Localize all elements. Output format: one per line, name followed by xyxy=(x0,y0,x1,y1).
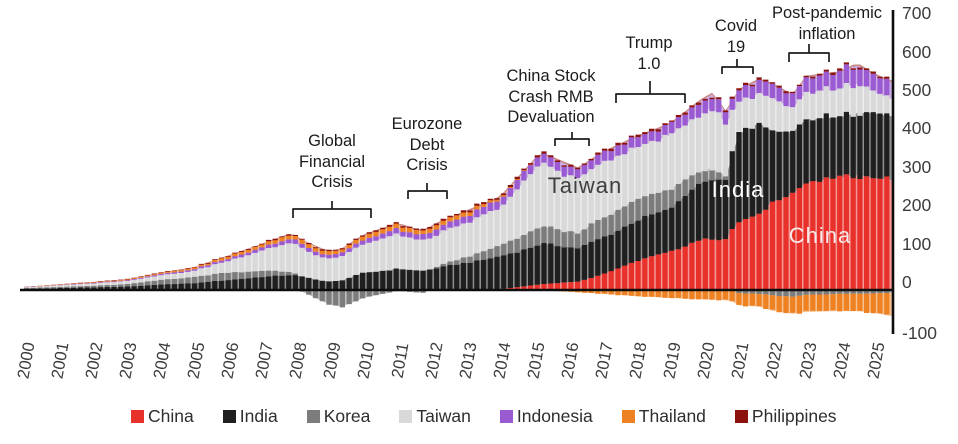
y-tick-300: 300 xyxy=(902,156,932,177)
legend-label-philippines: Philippines xyxy=(751,406,837,426)
annotation-global-financial-crisis: Global Financial Crisis xyxy=(298,132,366,191)
legend-item-china: China xyxy=(131,406,194,427)
bars-china xyxy=(440,174,890,290)
bars-taiwan xyxy=(24,83,890,288)
region-label-india: India xyxy=(711,177,765,202)
legend-swatch-china xyxy=(131,410,144,423)
region-label-taiwan: Taiwan xyxy=(547,173,623,198)
annotation-covid-19: Covid 19 xyxy=(714,17,758,56)
annotation-trump-1-0: Trump 1.0 xyxy=(625,34,673,73)
legend-item-india: India xyxy=(222,406,278,427)
legend-item-taiwan: Taiwan xyxy=(399,406,471,427)
legend-item-indonesia: Indonesia xyxy=(499,406,593,427)
legend-label-thailand: Thailand xyxy=(638,406,706,426)
legend-label-indonesia: Indonesia xyxy=(516,406,593,426)
y-tick-700: 700 xyxy=(902,3,932,24)
bracket-eurozone-debt-crisis xyxy=(407,183,448,199)
annotation-eurozone-debt-crisis: Eurozone Debt Crisis xyxy=(391,115,463,174)
legend-item-philippines: Philippines xyxy=(734,406,837,427)
legend-swatch-thailand xyxy=(621,410,635,423)
legend-item-korea: Korea xyxy=(306,406,371,427)
legend-swatch-philippines xyxy=(734,410,748,423)
annotation-post-pandemic-inflation: Post-pandemic inflation xyxy=(771,4,883,43)
legend-swatch-india xyxy=(222,410,236,423)
legend-item-thailand: Thailand xyxy=(621,406,706,427)
bracket-post-pandemic-inflation xyxy=(788,44,830,62)
legend-label-taiwan: Taiwan xyxy=(416,406,471,426)
legend-label-china: China xyxy=(148,406,194,426)
y-tick-500: 500 xyxy=(902,80,932,100)
legend-swatch-korea xyxy=(306,410,320,423)
y-tick-100: 100 xyxy=(902,233,932,254)
legend-label-korea: Korea xyxy=(323,406,371,426)
legend-swatch-taiwan xyxy=(399,410,413,423)
bracket-covid-19 xyxy=(721,59,754,74)
y-tick--100: -100 xyxy=(902,323,938,344)
y-tick-400: 400 xyxy=(902,118,932,139)
region-label-china: China xyxy=(788,223,852,248)
legend-label-india: India xyxy=(239,406,278,426)
bracket-global-financial-crisis xyxy=(292,201,372,218)
bracket-china-stock-crash-rmb-devaluation xyxy=(554,132,590,146)
chart-legend: China India Korea Taiwan Indonesia Thailand Ph… xyxy=(131,406,837,427)
bracket-trump-1-0 xyxy=(615,81,686,103)
y-tick-600: 600 xyxy=(902,41,932,62)
bars-india xyxy=(24,111,890,290)
annotation-china-stock-crash-rmb-devaluation: China Stock Crash RMB Devaluation xyxy=(506,67,596,126)
y-tick-200: 200 xyxy=(902,195,932,216)
legend-swatch-indonesia xyxy=(499,410,513,423)
y-tick-0: 0 xyxy=(902,272,912,292)
bars-korea xyxy=(24,170,890,308)
